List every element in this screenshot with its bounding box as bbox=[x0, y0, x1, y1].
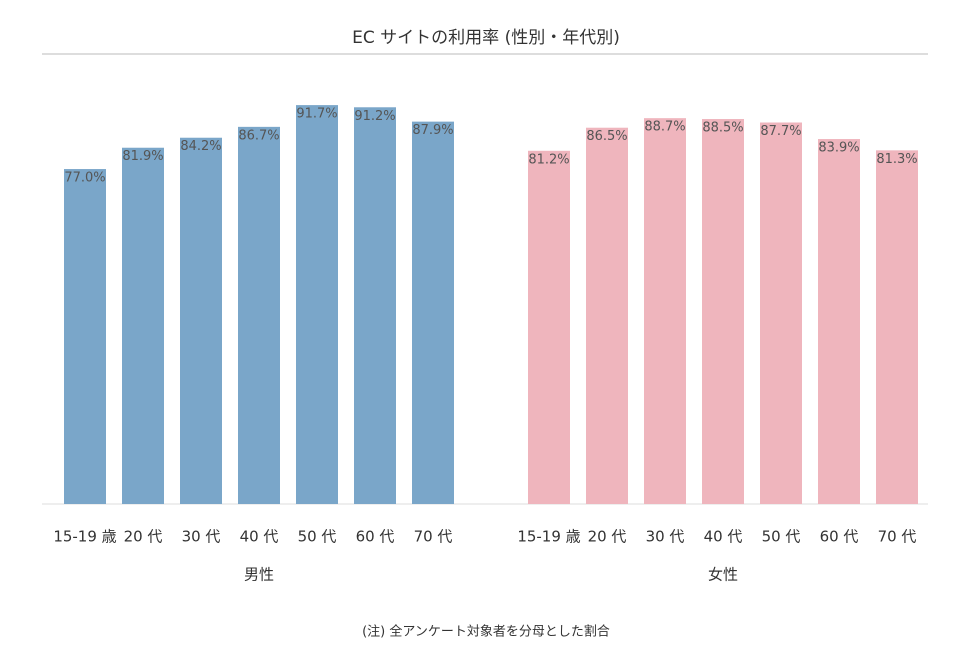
bar bbox=[760, 122, 802, 504]
value-label: 81.2% bbox=[528, 152, 569, 167]
x-tick-label: 20 代 bbox=[588, 528, 627, 546]
x-tick-label: 70 代 bbox=[878, 528, 917, 546]
bar bbox=[586, 127, 628, 504]
value-label: 87.9% bbox=[412, 123, 453, 138]
footnote: (注) 全アンケート対象者を分母とした割合 bbox=[362, 624, 610, 640]
chart-title: EC サイトの利用率 (性別・年代別) bbox=[352, 28, 620, 48]
bar bbox=[296, 105, 338, 504]
bar bbox=[876, 150, 918, 504]
group-label: 男性 bbox=[244, 566, 274, 584]
bar bbox=[644, 118, 686, 504]
bar bbox=[354, 107, 396, 504]
x-tick-label: 15-19 歳 bbox=[53, 528, 116, 546]
value-label: 91.7% bbox=[296, 107, 337, 122]
value-label: 84.2% bbox=[180, 139, 221, 154]
value-label: 86.5% bbox=[586, 129, 627, 144]
x-tick-label: 50 代 bbox=[762, 528, 801, 546]
x-tick-label: 60 代 bbox=[820, 528, 859, 546]
bar bbox=[122, 147, 164, 505]
x-tick-label: 15-19 歳 bbox=[517, 528, 580, 546]
x-tick-label: 50 代 bbox=[298, 528, 337, 546]
value-label: 83.9% bbox=[818, 141, 859, 156]
bar bbox=[64, 169, 106, 505]
x-tick-label: 20 代 bbox=[124, 528, 163, 546]
value-label: 91.2% bbox=[354, 109, 395, 124]
x-tick-label: 60 代 bbox=[356, 528, 395, 546]
bar bbox=[702, 119, 744, 505]
bar bbox=[818, 139, 860, 504]
value-label: 88.7% bbox=[644, 120, 685, 135]
bar bbox=[412, 121, 454, 504]
x-tick-label: 40 代 bbox=[240, 528, 279, 546]
x-tick-label: 30 代 bbox=[646, 528, 685, 546]
bar bbox=[238, 126, 280, 504]
value-label: 87.7% bbox=[760, 124, 801, 139]
value-label: 77.0% bbox=[64, 171, 105, 186]
x-tick-label: 70 代 bbox=[414, 528, 453, 546]
value-label: 81.3% bbox=[876, 152, 917, 167]
x-tick-label: 40 代 bbox=[704, 528, 743, 546]
group-label: 女性 bbox=[708, 566, 738, 584]
value-label: 88.5% bbox=[702, 121, 743, 136]
bar bbox=[528, 150, 570, 504]
value-label: 86.7% bbox=[238, 128, 279, 143]
bar bbox=[180, 137, 222, 505]
x-tick-label: 30 代 bbox=[182, 528, 221, 546]
value-label: 81.9% bbox=[122, 149, 163, 164]
